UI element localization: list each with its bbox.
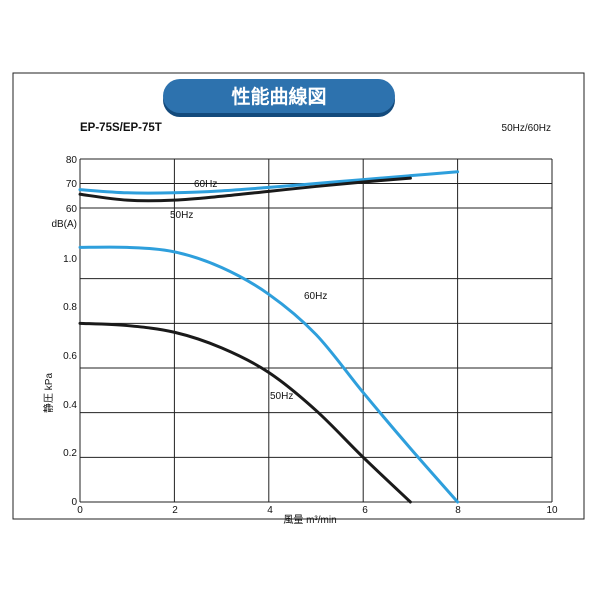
- noise-curve-60hz: [78, 170, 460, 195]
- y-tick-label: 0.2: [63, 448, 77, 459]
- y-tick-label: 0: [71, 497, 77, 508]
- pressure-curve-50hz: [78, 321, 412, 504]
- y-axis-label: 静圧 kPa: [42, 373, 55, 413]
- noise-50hz-label: 50Hz: [170, 210, 193, 221]
- x-tick-label: 0: [77, 505, 83, 516]
- x-axis-label: 風量 m³/min: [283, 514, 336, 526]
- y-tick-label: 0.4: [63, 400, 77, 411]
- noise-tick-label: 70: [66, 179, 78, 190]
- y-tick-label: 0.6: [63, 351, 77, 362]
- model-name: EP-75S/EP-75T: [80, 122, 162, 134]
- noise-axis: 80 70 60 dB(A): [51, 155, 77, 230]
- noise-tick-label: 60: [66, 204, 78, 215]
- pressure-60hz-label: 60Hz: [304, 291, 327, 302]
- noise-tick-label: 80: [66, 155, 78, 166]
- pressure-curve-60hz: [78, 245, 460, 504]
- x-tick-label: 4: [267, 505, 273, 516]
- chart-title: 性能曲線図: [231, 85, 326, 108]
- figure-border: [12, 72, 585, 520]
- x-axis: 0 2 4 6 8 10 風量 m³/min: [77, 505, 558, 526]
- pressure-axis: 1.0 0.8 0.6 0.4 0.2 0 静圧 kPa: [42, 254, 77, 508]
- chart-grid: [79, 158, 553, 503]
- noise-axis-label: dB(A): [51, 219, 77, 230]
- y-tick-label: 1.0: [63, 254, 77, 265]
- frequency-note: 50Hz/60Hz: [502, 123, 551, 134]
- noise-curve-50hz: [78, 176, 412, 203]
- pressure-50hz-label: 50Hz: [270, 391, 293, 402]
- x-tick-label: 10: [546, 505, 558, 516]
- y-tick-label: 0.8: [63, 302, 77, 313]
- x-tick-label: 2: [172, 505, 178, 516]
- title-banner: 性能曲線図: [163, 79, 395, 117]
- x-tick-label: 8: [455, 505, 461, 516]
- chart-curves: [78, 170, 460, 504]
- series-labels: 60Hz 50Hz 60Hz 50Hz: [170, 179, 327, 402]
- x-tick-label: 6: [362, 505, 368, 516]
- noise-60hz-label: 60Hz: [194, 179, 217, 190]
